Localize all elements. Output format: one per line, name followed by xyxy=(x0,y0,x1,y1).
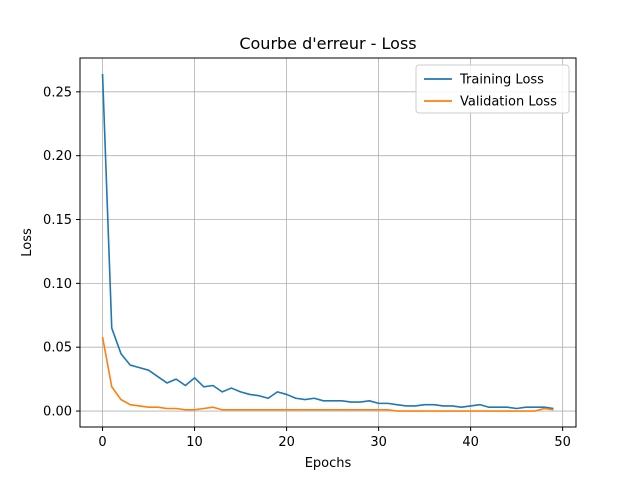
series-lines xyxy=(101,73,554,412)
y-tick-label: 0.25 xyxy=(43,85,72,100)
y-tick-label: 0.15 xyxy=(43,213,72,228)
x-tick-label: 10 xyxy=(186,435,203,450)
series-line-0 xyxy=(101,73,554,410)
legend-label: Training Loss xyxy=(459,73,544,88)
legend-box xyxy=(415,64,570,114)
series-line-1 xyxy=(101,336,554,412)
axis-ticks: 0 10 20 30 40 50 0.00 0.05 0.10 0.15 0.20 0.25 xyxy=(43,85,571,450)
grid xyxy=(80,58,576,427)
legend-label: Validation Loss xyxy=(460,95,557,110)
chart-title: Courbe d'erreur - Loss xyxy=(239,34,416,53)
plot-frame xyxy=(79,57,577,428)
y-tick-label: 0.00 xyxy=(43,405,72,420)
x-axis-title: Epochs xyxy=(305,456,352,471)
x-tick-label: 40 xyxy=(462,435,479,450)
x-tick-label: 50 xyxy=(554,435,571,450)
y-tick-label: 0.20 xyxy=(43,149,72,164)
y-tick-label: 0.05 xyxy=(43,341,72,356)
y-axis-title: Loss xyxy=(20,228,35,257)
x-tick-label: 0 xyxy=(98,435,106,450)
legend: Training Loss Validation Loss xyxy=(415,64,570,114)
x-tick-label: 30 xyxy=(370,435,387,450)
x-tick-label: 20 xyxy=(278,435,295,450)
y-tick-label: 0.10 xyxy=(43,277,72,292)
